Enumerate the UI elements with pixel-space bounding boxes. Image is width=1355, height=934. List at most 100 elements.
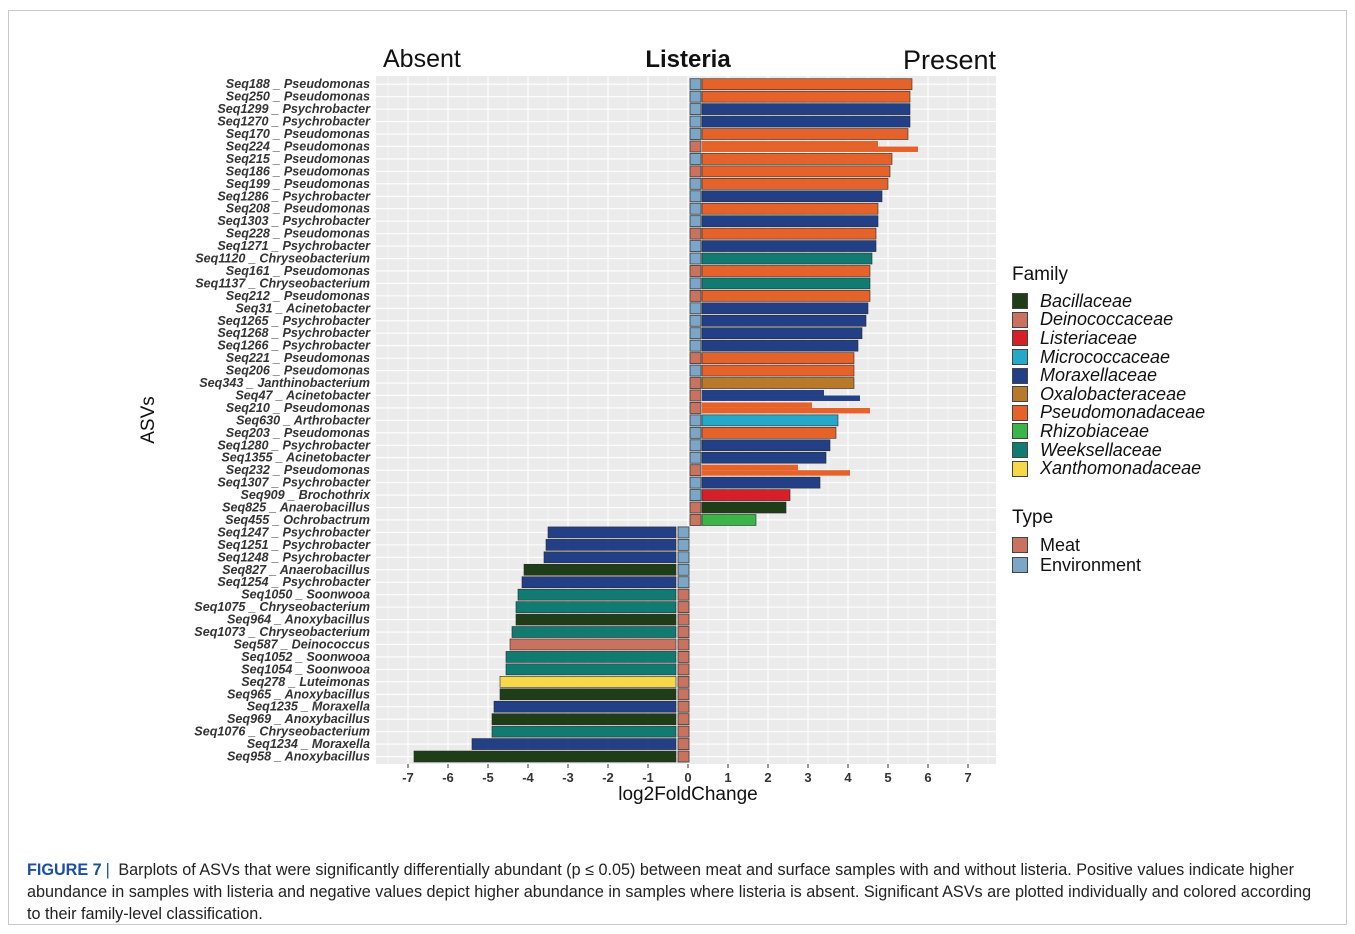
type-tile: [689, 314, 702, 327]
family-legend-item: Oxalobacteraceae: [1012, 383, 1205, 404]
family-legend-item: Pseudomonadaceae: [1012, 402, 1206, 423]
asv-label: Seq1265 _ Psychrobacter: [217, 314, 371, 328]
type-tile: [689, 90, 702, 103]
asv-label: Seq1355 _ Acinetobacter: [221, 451, 371, 465]
type-tile: [689, 464, 702, 477]
asv-label: Seq1271 _ Psychrobacter: [217, 239, 371, 253]
family-legend-item: Listeriaceae: [1012, 327, 1205, 348]
legend-swatch: [1012, 349, 1028, 366]
asv-label: Seq212 _ Pseudomonas: [226, 289, 370, 303]
legend-label: Weeksellaceae: [1040, 439, 1162, 460]
family-legend: Family Bacillaceae Deinococcaceae Listeria…: [1012, 264, 1205, 478]
asv-label: Seq188 _ Pseudomonas: [226, 77, 370, 91]
type-tile: [689, 177, 702, 190]
x-tick-label: 6: [924, 770, 931, 785]
bar: [702, 402, 812, 408]
bar: [701, 514, 757, 526]
asv-label: Seq210 _ Pseudomonas: [226, 401, 370, 415]
bar: [701, 265, 871, 277]
bar: [701, 352, 855, 364]
bar: [701, 78, 913, 91]
type-tile: [689, 489, 702, 501]
asv-label: Seq825 _ Anaerobacillus: [222, 501, 370, 515]
type-tile: [689, 277, 702, 290]
x-tick-label: 5: [884, 770, 891, 785]
type-legend-item: Environment: [1012, 555, 1141, 575]
type-tile: [689, 103, 702, 116]
bar: [701, 103, 911, 115]
type-tile: [677, 663, 690, 676]
type-tile: [689, 426, 702, 439]
bar: [701, 377, 855, 389]
bar: [701, 115, 911, 128]
bar: [702, 395, 860, 401]
bar: [701, 215, 879, 227]
bar: [413, 750, 677, 763]
bar: [543, 551, 677, 564]
bar: [701, 489, 791, 501]
type-tile: [677, 738, 690, 750]
bar: [701, 153, 893, 165]
chart-title: Listeria: [645, 46, 731, 73]
legend-label: Deinococcaceae: [1040, 309, 1174, 330]
bar: [701, 339, 859, 352]
x-axis-label: log2FoldChange: [618, 784, 757, 805]
asv-label: Seq827 _ Anaerobacillus: [222, 563, 370, 577]
type-tile: [677, 563, 690, 576]
bar: [515, 613, 677, 626]
legend-swatch: [1012, 442, 1028, 459]
type-tile: [677, 626, 690, 638]
type-legend-item: Meat: [1012, 535, 1141, 555]
legend-label: Oxalobacteraceae: [1040, 383, 1187, 404]
bar: [523, 563, 677, 576]
asv-label: Seq455 _ Ochrobactrum: [225, 513, 370, 527]
x-tick-label: -5: [482, 770, 494, 785]
asv-label: Seq1254 _ Psychrobacter: [217, 575, 371, 589]
bar: [702, 389, 824, 396]
bar: [701, 128, 909, 140]
asv-label: Seq232 _ Pseudomonas: [226, 463, 370, 477]
asv-label: Seq170 _ Pseudomonas: [226, 127, 370, 141]
type-tile: [689, 78, 702, 91]
asv-label: Seq1268 _ Psychrobacter: [217, 326, 371, 340]
asv-label: Seq250 _ Pseudomonas: [226, 90, 370, 104]
asv-label: Seq1299 _ Psychrobacter: [217, 102, 371, 116]
x-tick-label: -6: [442, 770, 454, 785]
type-tile: [689, 377, 702, 389]
type-tile: [689, 514, 702, 526]
legend-swatch: [1012, 537, 1028, 553]
legend-label: Xanthomonadaceae: [1040, 458, 1202, 479]
legend-label: Moraxellaceae: [1040, 365, 1158, 386]
bar: [509, 638, 677, 651]
absent-label: Absent: [383, 45, 461, 73]
type-tile: [677, 713, 690, 726]
type-tile: [677, 651, 690, 663]
type-tile: [689, 389, 702, 402]
bar: [491, 713, 677, 725]
asv-label: Seq1303 _ Psychrobacter: [217, 214, 371, 228]
asv-label: Seq215 _ Pseudomonas: [226, 152, 370, 166]
type-tile: [677, 588, 690, 601]
type-tile: [689, 451, 702, 464]
bar: [701, 451, 827, 464]
asv-label: Seq964 _ Anoxybacillus: [227, 613, 370, 627]
legend-swatch: [1012, 311, 1028, 328]
bar: [547, 526, 677, 539]
legend-label: Listeriaceae: [1040, 327, 1138, 348]
type-tile: [689, 402, 702, 414]
asv-label: Seq206 _ Pseudomonas: [226, 364, 370, 378]
type-tile: [689, 227, 702, 240]
type-tile: [689, 252, 702, 265]
type-legend-title: Type: [1012, 507, 1054, 528]
type-tile: [677, 576, 690, 589]
bar: [701, 476, 821, 489]
family-legend-item: Micrococcaceae: [1012, 347, 1205, 367]
legend-label: Pseudomonadaceae: [1040, 402, 1206, 423]
family-legend-item: Rhizobiaceae: [1012, 421, 1205, 441]
asv-label: Seq221 _ Pseudomonas: [226, 351, 370, 365]
x-tick-label: 3: [804, 770, 811, 785]
bar: [701, 190, 883, 203]
x-tick-label: -7: [402, 770, 414, 785]
asv-label: Seq1050 _ Soonwooa: [241, 588, 370, 602]
